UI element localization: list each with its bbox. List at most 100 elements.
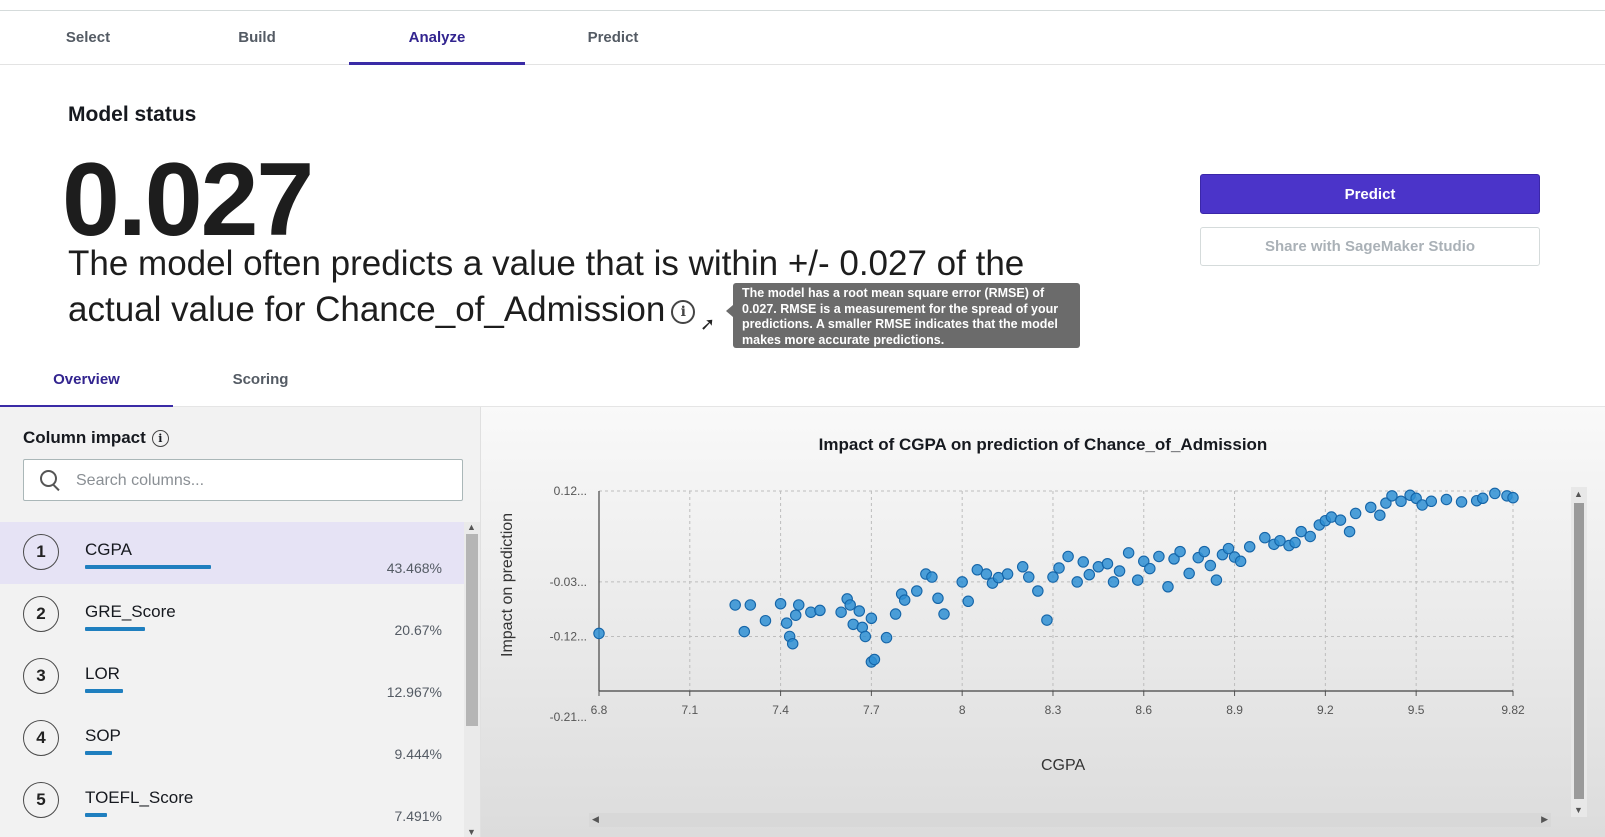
- column-row-cgpa[interactable]: 1 CGPA 43.468%: [0, 522, 464, 584]
- scroll-up-icon[interactable]: ▲: [467, 522, 476, 532]
- chart-vertical-scrollbar[interactable]: ▲ ▼: [1571, 487, 1587, 817]
- rank-badge: 2: [23, 596, 59, 632]
- column-row-toefl_score[interactable]: 5 TOEFL_Score 7.491%: [0, 770, 464, 832]
- data-point: [1349, 507, 1362, 520]
- data-point: [1234, 555, 1247, 568]
- impact-bar: [85, 751, 112, 755]
- data-point: [759, 614, 772, 627]
- data-point: [1131, 574, 1144, 586]
- data-point: [844, 599, 856, 611]
- x-tick-label: 7.4: [772, 703, 789, 717]
- impact-percent: 12.967%: [386, 684, 442, 700]
- data-point: [962, 595, 974, 608]
- data-point: [1386, 490, 1398, 502]
- data-point: [1153, 550, 1165, 563]
- data-point: [889, 608, 902, 620]
- data-point: [1395, 495, 1407, 508]
- x-tick-label: 9.5: [1408, 703, 1425, 717]
- tab-predict[interactable]: Predict: [587, 29, 639, 46]
- data-point: [880, 631, 893, 644]
- data-point: [1047, 571, 1059, 583]
- data-point: [744, 599, 757, 611]
- tab-select[interactable]: Select: [65, 29, 111, 46]
- chart-panel: Impact of CGPA on prediction of Chance_o…: [481, 407, 1605, 837]
- data-point: [1077, 556, 1089, 568]
- tab-analyze[interactable]: Analyze: [349, 11, 525, 65]
- data-point: [1425, 495, 1438, 508]
- data-point: [835, 606, 847, 618]
- data-point: [789, 609, 802, 621]
- scroll-left-icon[interactable]: ◀: [592, 814, 599, 824]
- info-icon[interactable]: i: [151, 430, 169, 447]
- data-point: [792, 599, 805, 611]
- impact-percent: 20.67%: [394, 622, 442, 638]
- y-tick-label: -0.12...: [550, 629, 587, 643]
- rmse-metric: 0.027: [62, 142, 314, 258]
- data-point: [1198, 545, 1211, 558]
- tab-scoring[interactable]: Scoring: [232, 371, 289, 388]
- data-point: [932, 592, 944, 605]
- scroll-up-icon[interactable]: ▲: [1574, 489, 1583, 499]
- data-point: [1053, 562, 1065, 574]
- data-point: [1489, 487, 1501, 500]
- data-point: [865, 612, 878, 625]
- chart-horizontal-scrollbar[interactable]: ◀ ▶: [589, 813, 1551, 827]
- scrollbar-thumb[interactable]: [466, 534, 478, 726]
- data-point: [593, 627, 605, 640]
- data-point: [1062, 550, 1074, 563]
- column-name: SOP: [85, 726, 121, 745]
- data-point: [1334, 514, 1347, 526]
- data-point: [1144, 562, 1156, 575]
- data-point: [1107, 576, 1120, 588]
- tab-build[interactable]: Build: [238, 29, 276, 46]
- y-tick-label: -0.21...: [550, 710, 587, 724]
- data-point: [980, 568, 993, 580]
- chart-title: Impact of CGPA on prediction of Chance_o…: [818, 435, 1268, 454]
- y-tick-label: 0.12...: [554, 484, 587, 498]
- scroll-down-icon[interactable]: ▼: [1574, 805, 1583, 815]
- data-point: [1295, 525, 1307, 538]
- x-tick-label: 8: [959, 703, 966, 717]
- metric-description: The model often predicts a value that is…: [68, 241, 1118, 333]
- data-point: [956, 576, 968, 588]
- data-point: [1023, 571, 1035, 583]
- predict-button[interactable]: Predict: [1200, 174, 1540, 214]
- x-tick-label: 7.1: [681, 703, 698, 717]
- data-point: [898, 594, 911, 606]
- share-sagemaker-button[interactable]: Share with SageMaker Studio: [1200, 227, 1540, 266]
- column-impact-title: Column impact i: [23, 428, 169, 448]
- data-point: [1032, 585, 1044, 597]
- info-icon[interactable]: i: [671, 299, 696, 324]
- x-tick-label: 6.8: [591, 703, 608, 717]
- scroll-right-icon[interactable]: ▶: [1541, 814, 1548, 824]
- rank-badge: 4: [23, 720, 59, 756]
- search-box[interactable]: [23, 459, 463, 502]
- main-tabs: Select Build Analyze Predict: [0, 11, 1605, 65]
- data-point: [1455, 496, 1468, 508]
- data-point: [1071, 576, 1083, 588]
- column-list: 1 CGPA 43.468% 2 GRE_Score 20.67% 3 LOR 12.967% 4…: [0, 522, 464, 837]
- data-point: [1083, 568, 1096, 581]
- search-columns-input[interactable]: [74, 460, 458, 502]
- data-point: [1168, 553, 1180, 565]
- data-point: [1174, 545, 1186, 558]
- data-point: [1380, 497, 1392, 509]
- impact-bar: [85, 689, 123, 693]
- column-row-sop[interactable]: 4 SOP 9.444%: [0, 708, 464, 770]
- column-row-lor[interactable]: 3 LOR 12.967%: [0, 646, 464, 708]
- data-point: [853, 605, 866, 617]
- x-tick-label: 9.82: [1501, 703, 1525, 717]
- tab-overview[interactable]: Overview: [0, 360, 173, 407]
- data-point: [1001, 568, 1014, 580]
- data-point: [1101, 557, 1114, 570]
- data-point: [1476, 492, 1489, 505]
- column-list-scrollbar[interactable]: ▲ ▼: [464, 522, 480, 837]
- data-point: [1041, 614, 1053, 626]
- column-name: CGPA: [85, 540, 132, 559]
- column-row-gre_score[interactable]: 2 GRE_Score 20.67%: [0, 584, 464, 646]
- scrollbar-thumb[interactable]: [1574, 503, 1584, 799]
- data-point: [859, 630, 872, 643]
- data-point: [1162, 581, 1174, 593]
- scroll-down-icon[interactable]: ▼: [467, 827, 476, 837]
- data-point: [1113, 565, 1126, 577]
